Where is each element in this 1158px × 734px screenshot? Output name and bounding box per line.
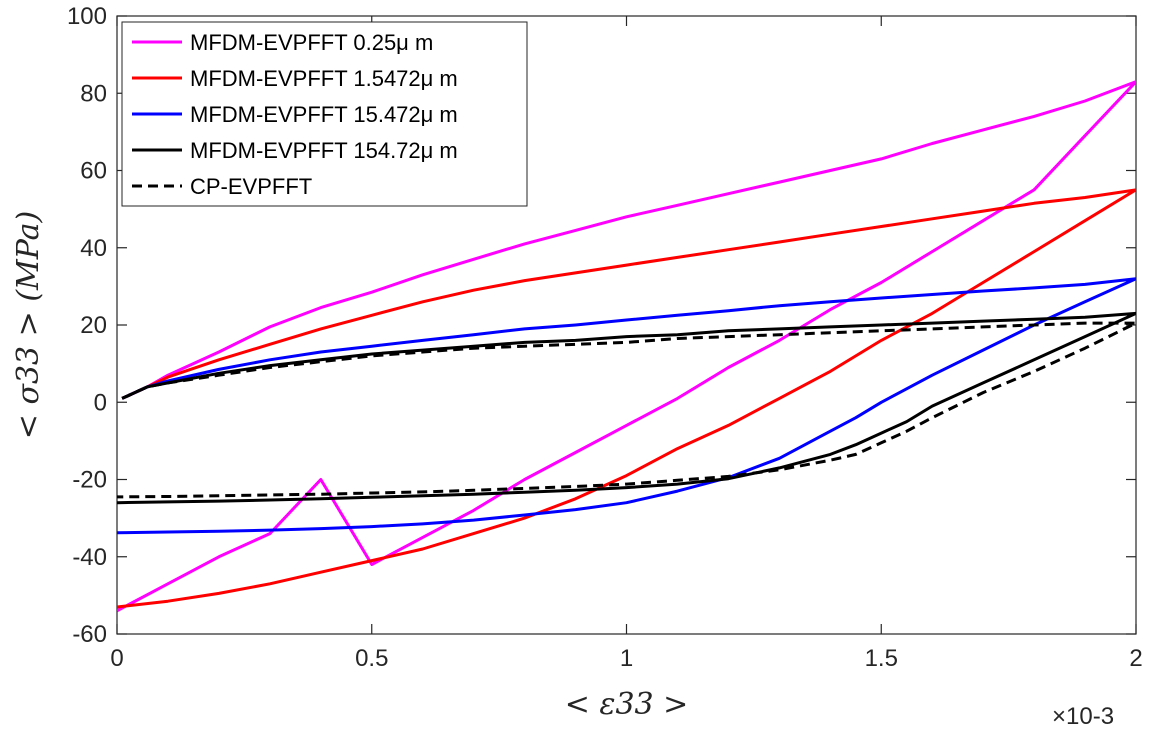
y-tick-label: 40	[80, 235, 107, 262]
legend-label: MFDM-EVPFFT 1.5472μ m	[190, 66, 458, 91]
y-tick-label: 80	[80, 80, 107, 107]
legend-label: MFDM-EVPFFT 154.72μ m	[190, 138, 458, 163]
legend-label: CP-EVPFFT	[190, 174, 312, 199]
legend-label: MFDM-EVPFFT 0.25μ m	[190, 30, 433, 55]
y-tick-label: 0	[94, 389, 107, 416]
x-axis-title: < ε33 >	[565, 687, 689, 722]
series-line-1	[117, 188, 1136, 609]
y-tick-label: 60	[80, 158, 107, 185]
x-tick-label: 0	[110, 645, 123, 672]
y-tick-label: 100	[67, 3, 107, 30]
legend-box	[121, 21, 528, 207]
series-line-2	[117, 277, 1136, 535]
y-tick-label: -40	[72, 544, 107, 571]
x-tick-label: 1	[620, 645, 633, 672]
x-tick-label: 2	[1129, 645, 1142, 672]
x-tick-label: 0.5	[355, 645, 388, 672]
series-line-0	[117, 80, 1136, 613]
series-line-4	[117, 321, 1136, 499]
series-line-3	[117, 311, 1136, 505]
x-exponent-label: ×10-3	[1052, 703, 1114, 730]
y-tick-label: -20	[72, 467, 107, 494]
legend-label: MFDM-EVPFFT 15.472μ m	[190, 102, 458, 127]
y-tick-label: 20	[80, 312, 107, 339]
y-tick-label: -60	[72, 621, 107, 648]
y-axis-title: < σ33 > (MPa)	[11, 211, 46, 439]
x-tick-label: 1.5	[865, 645, 898, 672]
